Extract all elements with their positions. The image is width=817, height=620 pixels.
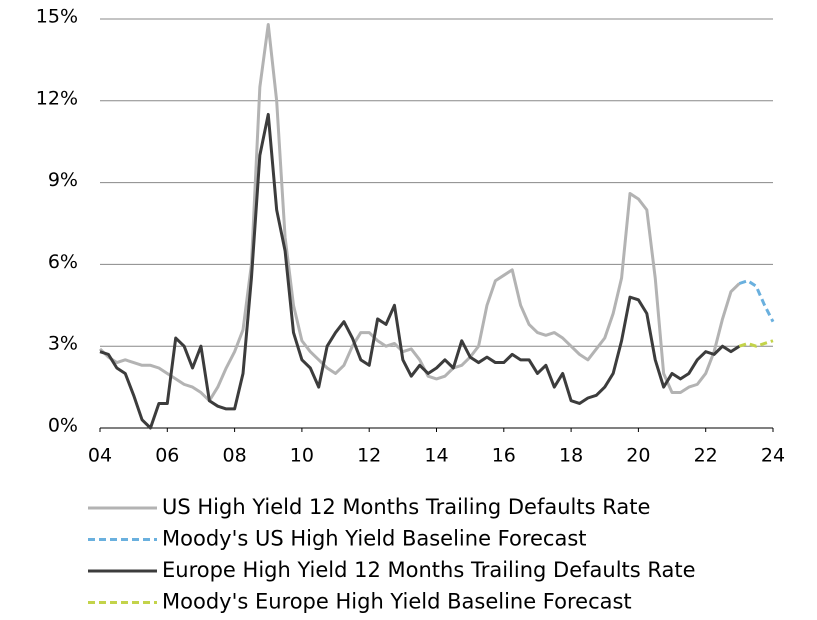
x-tick-label: 16 [492, 445, 516, 467]
legend-label: Moody's Europe High Yield Baseline Forec… [162, 590, 632, 614]
legend-label: US High Yield 12 Months Trailing Default… [162, 495, 650, 519]
x-tick-label: 20 [626, 445, 650, 467]
x-tick-label: 10 [290, 445, 314, 467]
x-tick-label: 18 [559, 445, 583, 467]
series-line [98, 22, 741, 403]
x-tick-label: 04 [88, 445, 112, 467]
x-tick-label: 12 [357, 445, 381, 467]
legend-label: Europe High Yield 12 Months Trailing Def… [162, 558, 696, 582]
series-line [99, 112, 741, 430]
x-tick-label: 06 [155, 445, 179, 467]
x-tick-label: 24 [761, 445, 785, 467]
x-tick-label: 22 [694, 445, 718, 467]
y-tick-label: 6% [48, 251, 78, 273]
series-line [738, 279, 775, 323]
x-tick-label: 14 [424, 445, 448, 467]
y-tick-label: 12% [36, 87, 78, 109]
y-tick-label: 15% [36, 6, 78, 28]
series-line [738, 339, 774, 348]
y-tick-label: 0% [48, 415, 78, 437]
y-tick-label: 3% [48, 333, 78, 355]
y-tick-label: 9% [48, 169, 78, 191]
legend-label: Moody's US High Yield Baseline Forecast [162, 527, 587, 551]
x-tick-label: 08 [223, 445, 247, 467]
